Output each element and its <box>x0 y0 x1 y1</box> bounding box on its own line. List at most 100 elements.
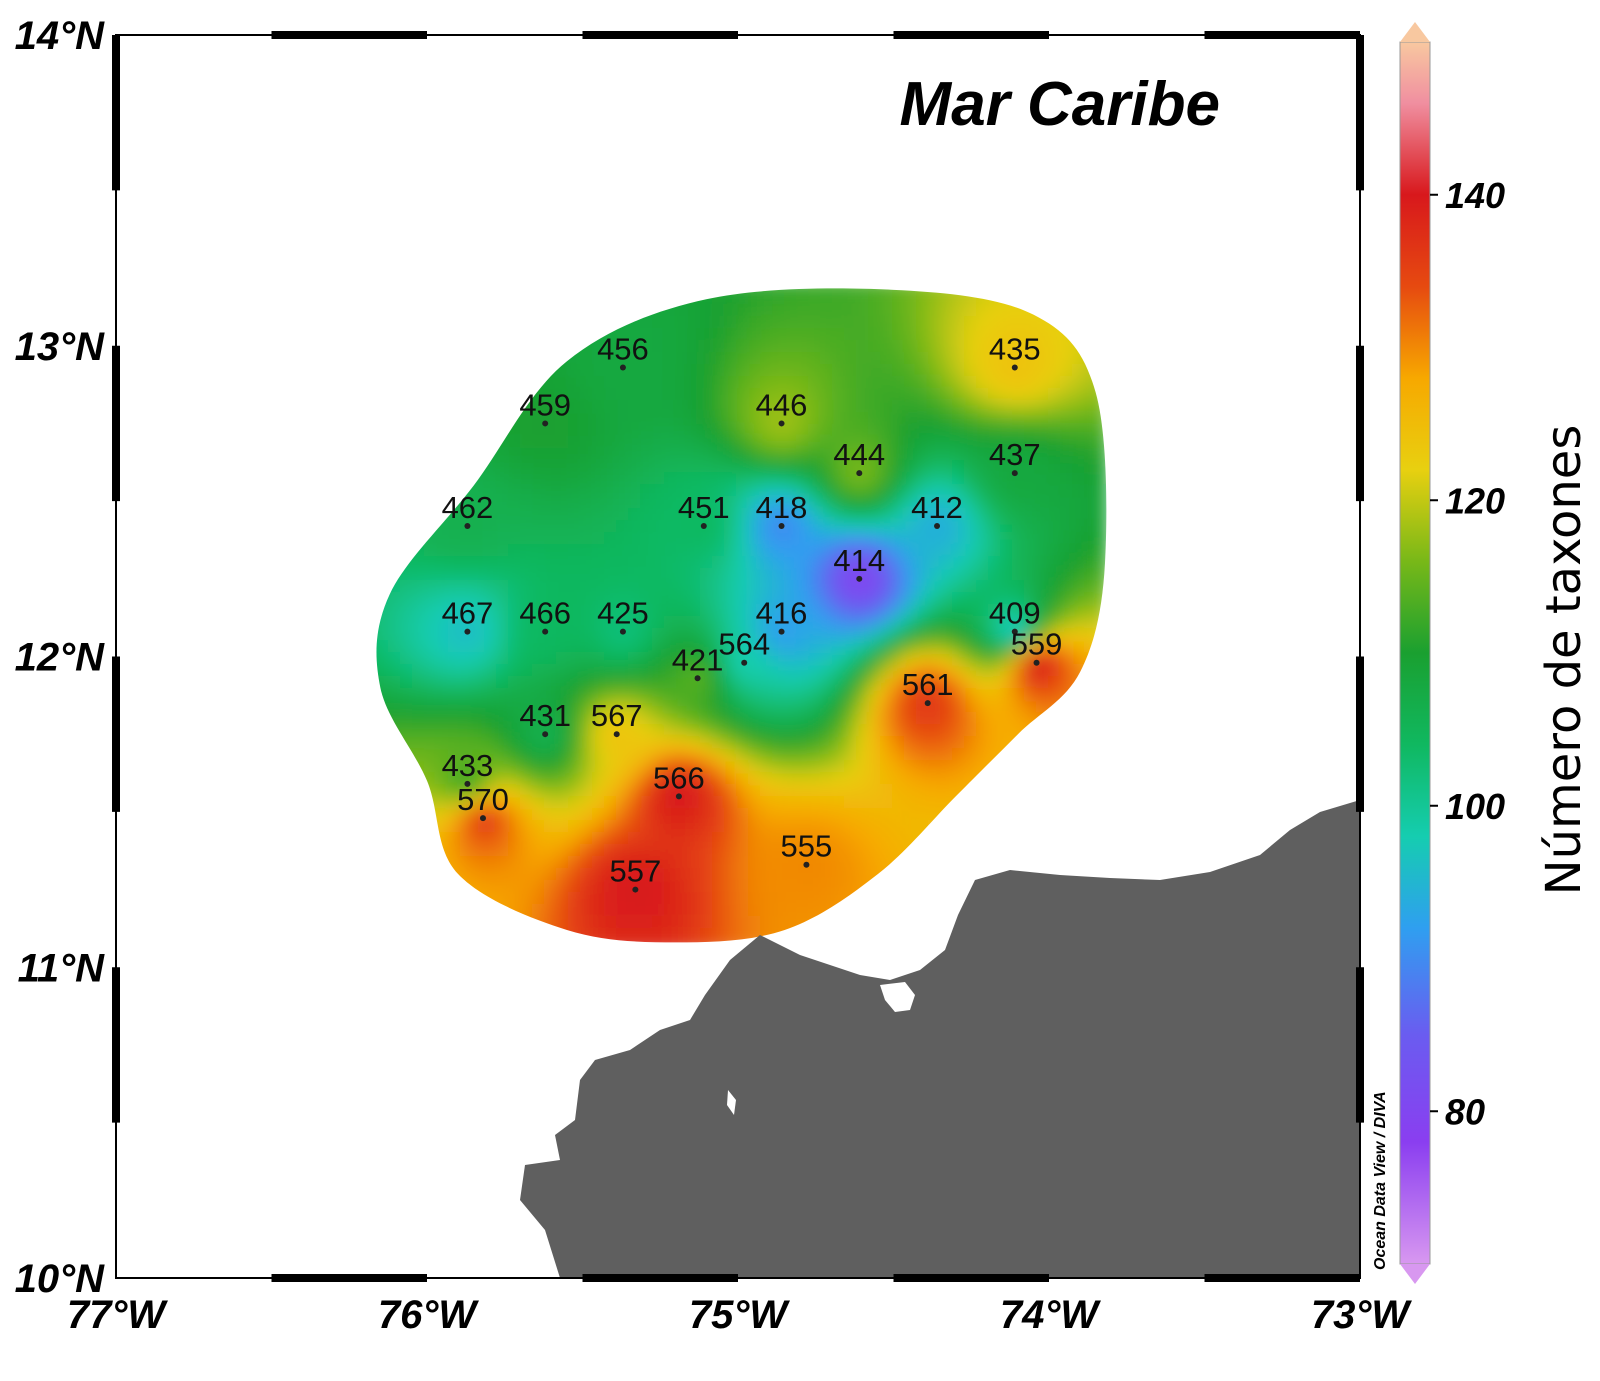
station-marker: 555 <box>781 829 832 868</box>
frame-scale-bars <box>112 31 1364 1282</box>
station-marker: 446 <box>756 387 808 427</box>
x-tick-label: 76°W <box>378 1293 479 1337</box>
station-marker: 412 <box>911 490 963 529</box>
station-marker: 409 <box>989 596 1041 635</box>
station-dot <box>778 628 785 635</box>
colorbar-title: Número de taxones <box>1536 425 1592 896</box>
station-marker: 433 <box>442 748 494 787</box>
station-dot <box>479 815 486 822</box>
station-dot <box>1011 364 1018 371</box>
y-tick-label: 11°N <box>18 946 106 990</box>
station-marker: 462 <box>442 490 494 529</box>
station-marker: 451 <box>678 490 730 529</box>
station-marker: 557 <box>610 854 662 893</box>
station-dot <box>778 420 785 427</box>
station-layer: 456 459 446 435 444 437 462 451 418 412 414 467 466 4… <box>442 332 1063 893</box>
station-marker: 564 <box>718 627 770 666</box>
coastline-land <box>520 800 1360 1278</box>
x-tick-label: 73°W <box>1311 1293 1412 1337</box>
station-marker: 425 <box>597 596 649 635</box>
colorbar: 80 100 120 140 Número de taxones <box>1399 22 1592 1284</box>
station-label: 435 <box>989 332 1041 367</box>
y-axis-ticks: 14°N 13°N 12°N 11°N 10°N <box>15 14 105 1301</box>
y-tick-label: 12°N <box>15 636 105 680</box>
station-label: 567 <box>591 698 643 733</box>
station-label: 564 <box>718 627 770 662</box>
station-label: 433 <box>442 748 494 783</box>
station-dot <box>803 861 810 868</box>
y-tick-label: 13°N <box>15 325 105 369</box>
station-label: 431 <box>519 698 571 733</box>
station-dot <box>542 731 549 738</box>
station-label: 557 <box>610 854 662 889</box>
colorbar-tick-label: 100 <box>1445 786 1505 827</box>
station-marker: 444 <box>833 437 885 477</box>
station-label: 566 <box>653 760 705 795</box>
station-marker: 570 <box>457 782 509 822</box>
station-marker: 431 <box>519 698 571 738</box>
station-dot <box>856 575 863 582</box>
station-dot <box>1011 628 1018 635</box>
credit-text: Ocean Data View / DIVA <box>1372 1091 1389 1270</box>
station-dot <box>464 628 471 635</box>
station-label: 559 <box>1011 627 1063 662</box>
y-tick-label: 10°N <box>15 1257 105 1301</box>
x-tick-label: 75°W <box>689 1293 790 1337</box>
station-label: 421 <box>672 642 724 677</box>
x-tick-label: 77°W <box>67 1293 168 1337</box>
station-marker: 418 <box>756 490 808 529</box>
x-tick-label: 74°W <box>1000 1293 1101 1337</box>
station-dot <box>700 522 707 529</box>
station-dot <box>934 522 941 529</box>
colorbar-min-arrow <box>1400 1264 1430 1284</box>
station-label: 467 <box>442 596 494 631</box>
station-dot <box>694 675 701 682</box>
station-label: 451 <box>678 490 730 525</box>
station-marker: 567 <box>591 698 643 738</box>
station-marker: 566 <box>653 760 705 800</box>
x-axis-ticks: 77°W 76°W 75°W 74°W 73°W <box>67 1293 1412 1337</box>
station-label: 414 <box>833 543 885 578</box>
station-dot <box>542 628 549 635</box>
station-dot <box>778 522 785 529</box>
station-label: 462 <box>442 490 494 525</box>
station-label: 437 <box>989 437 1041 472</box>
colorbar-scale <box>1399 41 1431 1265</box>
station-dot <box>542 420 549 427</box>
colorbar-tick-label: 80 <box>1445 1091 1485 1132</box>
station-label: 446 <box>756 387 808 422</box>
station-dot <box>619 364 626 371</box>
station-label: 466 <box>519 596 571 631</box>
station-marker: 561 <box>902 667 954 707</box>
station-label: 561 <box>902 667 954 702</box>
colorbar-max-arrow <box>1400 22 1430 42</box>
station-marker: 467 <box>442 596 494 635</box>
station-dot <box>1033 659 1040 666</box>
station-marker: 437 <box>989 437 1041 477</box>
station-marker: 456 <box>597 332 649 371</box>
station-dot <box>1011 470 1018 477</box>
colorbar-tick-label: 120 <box>1445 480 1505 521</box>
colorbar-tick-label: 140 <box>1445 175 1505 216</box>
station-dot <box>856 470 863 477</box>
station-marker: 416 <box>756 596 807 635</box>
station-dot <box>675 793 682 800</box>
station-label: 570 <box>457 782 509 817</box>
station-label: 456 <box>597 332 649 367</box>
station-dot <box>924 700 931 707</box>
station-dot <box>464 522 471 529</box>
station-label: 418 <box>756 490 808 525</box>
station-label: 444 <box>833 437 885 472</box>
station-label: 409 <box>989 596 1041 631</box>
station-label: 412 <box>911 490 963 525</box>
station-marker: 421 <box>672 642 724 682</box>
station-dot <box>464 780 471 787</box>
station-marker: 414 <box>833 543 885 582</box>
station-marker: 435 <box>989 332 1041 371</box>
station-marker: 466 <box>519 596 571 635</box>
map-title: Mar Caribe <box>900 70 1220 139</box>
station-dot <box>741 659 748 666</box>
station-label: 459 <box>519 387 571 422</box>
station-marker: 459 <box>519 387 571 427</box>
